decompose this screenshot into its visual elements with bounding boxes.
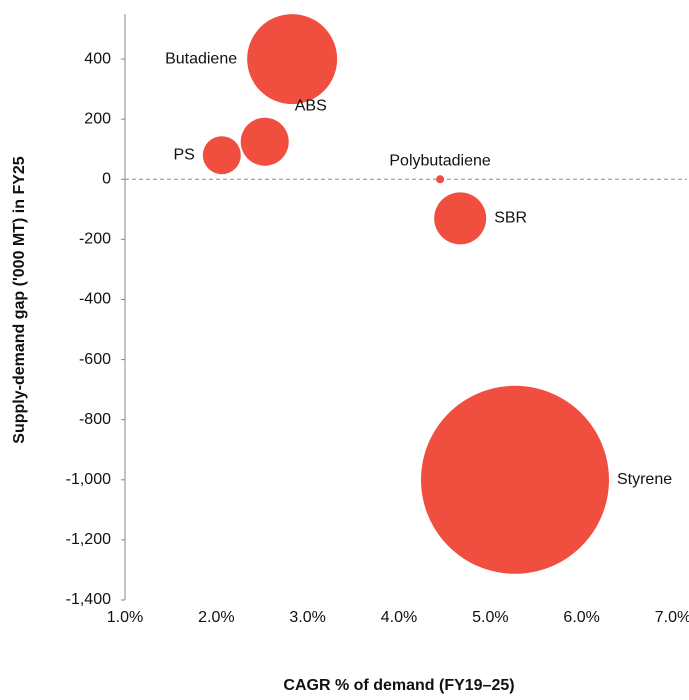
bubble: [240, 117, 289, 166]
y-tick-label: -400: [79, 291, 111, 308]
x-tick-label: 2.0%: [198, 609, 234, 626]
y-tick-label: 400: [84, 50, 111, 67]
bubble-label: PS: [173, 146, 194, 163]
bubble: [420, 385, 609, 574]
y-tick-label: -800: [79, 411, 111, 428]
x-axis-title: CAGR % of demand (FY19–25): [283, 677, 514, 694]
x-tick-label: 7.0%: [655, 609, 689, 626]
y-tick-label: -200: [79, 231, 111, 248]
bubble: [247, 14, 338, 105]
bubble-label: SBR: [494, 210, 527, 227]
x-tick-label: 6.0%: [563, 609, 599, 626]
y-axis-title: Supply-demand gap ('000 MT) in FY25: [11, 156, 28, 444]
y-tick-label: -1,000: [66, 471, 111, 488]
bubble-label: Styrene: [617, 471, 672, 488]
y-tick-label: -1,400: [66, 591, 111, 608]
bubble-label: Butadiene: [165, 50, 237, 67]
y-tick-label: -600: [79, 351, 111, 368]
bubble: [436, 175, 445, 184]
y-tick-label: -1,200: [66, 531, 111, 548]
bubble-label: ABS: [295, 97, 327, 114]
x-tick-label: 5.0%: [472, 609, 508, 626]
y-tick-label: 200: [84, 110, 111, 127]
bubble: [434, 192, 487, 245]
x-tick-label: 3.0%: [289, 609, 325, 626]
y-tick-label: 0: [102, 171, 111, 188]
x-tick-label: 4.0%: [381, 609, 417, 626]
x-tick-label: 1.0%: [107, 609, 143, 626]
bubble: [202, 136, 241, 175]
bubble-label: Polybutadiene: [389, 153, 491, 170]
